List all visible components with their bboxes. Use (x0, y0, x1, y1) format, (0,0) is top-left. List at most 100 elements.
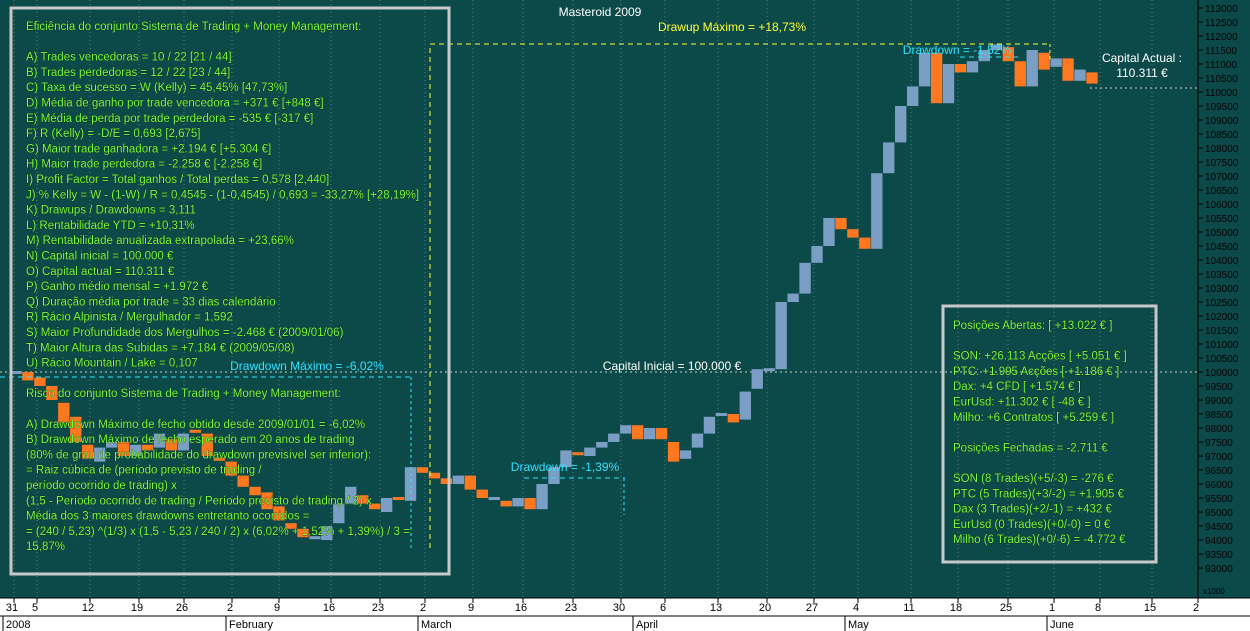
down-bar (237, 475, 249, 487)
y-tick-label: 103000 (1205, 284, 1239, 295)
capital-actual-label: Capital Actual : (1102, 51, 1182, 65)
capital-actual-value: 110.311 € (1116, 66, 1168, 80)
y-tick-label: 105500 (1205, 214, 1239, 225)
down-bar (297, 528, 309, 538)
down-bar (141, 444, 154, 451)
y-tick-label: 102000 (1205, 312, 1239, 323)
x-day-label: 9 (468, 602, 474, 614)
x-day-label: 12 (82, 602, 94, 614)
down-bar (440, 478, 453, 484)
down-bar (428, 472, 441, 479)
left-panel-line: F) R (Kelly) = -D/E = 0,693 [2,675] (26, 128, 201, 140)
down-bar (464, 475, 476, 490)
down-bar (667, 442, 680, 462)
down-bar (1086, 72, 1098, 84)
x-day-label: 13 (710, 602, 722, 614)
down-bar (655, 428, 668, 440)
up-bar (560, 450, 572, 468)
up-bar (596, 442, 608, 448)
left-panel-line: U) Rácio Mountain / Lake = 0,107 (26, 358, 198, 370)
down-bar (189, 429, 202, 433)
y-tick-label: 100500 (1205, 354, 1239, 365)
x-day-label: 30 (613, 602, 625, 614)
x-day-label: 15 (1144, 602, 1156, 614)
down-bar (954, 64, 967, 73)
right-panel-line: Dax: +4 CFD [ +1.574 € ] (953, 381, 1081, 393)
right-panel-line: EurUsd: +11.302 € [ -48 € ] (953, 397, 1091, 409)
x-axis-bg (0, 598, 1250, 631)
x-day-label: 16 (515, 602, 527, 614)
up-bar (739, 391, 751, 420)
up-bar (811, 246, 823, 263)
up-bar (823, 218, 835, 246)
up-bar (620, 425, 632, 434)
y-tick-label: 109500 (1205, 102, 1239, 113)
left-panel-line: A) Trades vencedoras = 10 / 22 [21 / 44] (26, 52, 232, 64)
down-bar (22, 372, 34, 381)
x-month-label: May (848, 619, 869, 631)
down-bar (34, 377, 46, 386)
left-panel-line: = Raiz cúbica de (período previsto de tr… (26, 465, 262, 477)
down-bar (930, 52, 943, 104)
down-bar (392, 497, 405, 500)
y-tick-label: 112500 (1205, 18, 1238, 29)
y-tick-label: 111500 (1205, 46, 1237, 57)
x-day-label: 27 (806, 602, 818, 614)
up-bar (679, 450, 692, 459)
up-bar (548, 467, 560, 484)
y-tick-label: 113000 (1205, 4, 1238, 15)
x-month-label: February (229, 619, 274, 631)
down-bar (82, 444, 94, 459)
down-bar (70, 416, 82, 442)
x-month-label: March (421, 619, 452, 631)
x-day-label: 2 (1193, 602, 1199, 614)
x-day-label: 18 (950, 602, 962, 614)
up-bar (177, 433, 190, 451)
up-bar (94, 447, 106, 462)
left-panel-line: período ocorrido de trading) x (26, 480, 177, 492)
down-bar (165, 439, 178, 451)
down-bar (524, 498, 536, 510)
drawdown-overlays (0, 43, 1198, 548)
left-panel-line: O) Capital actual = 110.311 € (26, 266, 175, 278)
up-bar (1050, 58, 1062, 67)
y-tick-label: 108000 (1205, 144, 1239, 155)
down-bar (1038, 52, 1050, 70)
down-bar (46, 386, 58, 400)
y-tick-label: 93000 (1205, 564, 1233, 575)
y-tick-label: 96000 (1205, 480, 1233, 491)
left-panel-line: = (240 / 5,23) ^(1/3) x (1,5 - 5,23 / 24… (26, 526, 410, 538)
x-day-label: 26 (176, 602, 188, 614)
up-bar (942, 64, 955, 104)
left-panel-line: E) Média de perda por trade perdedora = … (26, 113, 313, 125)
y-unit-label: x1000 (1203, 587, 1225, 596)
left-panel-line: (80% de grau de probabilidade do drawdow… (26, 449, 371, 461)
left-panel-line: M) Rentabilidade anualizada extrapolada … (26, 235, 294, 247)
y-tick-label: 104500 (1205, 242, 1239, 253)
drawdown-max-label: Drawdown Máximo = -6,02% (230, 359, 384, 373)
down-bar (632, 425, 644, 440)
y-tick-label: 107500 (1205, 158, 1239, 169)
up-bar (990, 44, 1003, 50)
x-day-label: 11 (903, 602, 914, 614)
right-panel-line: EurUsd (0 Trades)(+0/-0) = 0 € (953, 519, 1111, 531)
left-panel-line: D) Média de ganho por trade vencedora = … (26, 98, 324, 110)
down-bar (261, 492, 273, 510)
y-tick-label: 105000 (1205, 228, 1239, 239)
x-day-label: 9 (274, 602, 280, 614)
down-bar (285, 523, 297, 529)
down-bar (859, 237, 871, 249)
drawdown-mid-label: Drawdown = -1,39% (511, 460, 620, 474)
up-bar (608, 433, 620, 442)
left-panel-line: R) Rácio Alpinista / Mergulhador = 1,592 (26, 312, 233, 324)
left-panel-line: I) Profit Factor = Total ganhos / Total … (26, 174, 329, 186)
up-bar (105, 442, 118, 448)
up-bar (10, 371, 22, 374)
up-bar (345, 486, 357, 504)
y-tick-label: 95000 (1205, 508, 1233, 519)
y-tick-label: 101500 (1205, 326, 1239, 337)
drawup-max-label: Drawup Máximo = +18,73% (658, 20, 806, 34)
up-bar (871, 173, 883, 249)
left-panel-line: C) Taxa de sucesso = W (Kelly) = 45,45% … (26, 82, 287, 94)
down-bar (1014, 61, 1026, 87)
